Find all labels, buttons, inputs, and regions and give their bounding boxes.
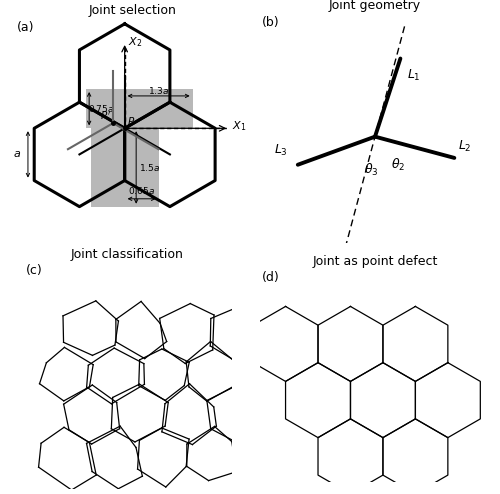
Text: $L_2$: $L_2$ bbox=[458, 139, 472, 154]
Title: Joint as point defect: Joint as point defect bbox=[312, 255, 438, 268]
Text: (a): (a) bbox=[18, 21, 35, 34]
Polygon shape bbox=[90, 128, 158, 206]
Text: $a$: $a$ bbox=[14, 149, 22, 160]
Text: $L_3$: $L_3$ bbox=[274, 143, 288, 158]
Text: $P$: $P$ bbox=[127, 115, 135, 127]
Text: $\theta_2$: $\theta_2$ bbox=[391, 158, 405, 173]
Polygon shape bbox=[86, 89, 192, 128]
Title: Joint classification: Joint classification bbox=[71, 247, 184, 261]
Text: (c): (c) bbox=[26, 264, 42, 277]
Text: $1.3a$: $1.3a$ bbox=[148, 84, 169, 96]
Text: $X_2$: $X_2$ bbox=[128, 35, 142, 49]
Text: $X_1$: $X_1$ bbox=[232, 119, 246, 132]
Text: (b): (b) bbox=[262, 16, 280, 29]
Text: $\theta_3$: $\theta_3$ bbox=[364, 162, 378, 177]
Text: $0.75a$: $0.75a$ bbox=[88, 103, 115, 114]
Title: Joint geometry: Joint geometry bbox=[329, 0, 421, 12]
Text: $1.5a$: $1.5a$ bbox=[139, 162, 160, 173]
Text: $0.65a$: $0.65a$ bbox=[128, 185, 156, 197]
Text: (d): (d) bbox=[262, 271, 280, 284]
Text: $P'$: $P'$ bbox=[100, 109, 111, 122]
Title: Joint selection: Joint selection bbox=[88, 4, 176, 17]
Text: $L_1$: $L_1$ bbox=[407, 68, 420, 83]
